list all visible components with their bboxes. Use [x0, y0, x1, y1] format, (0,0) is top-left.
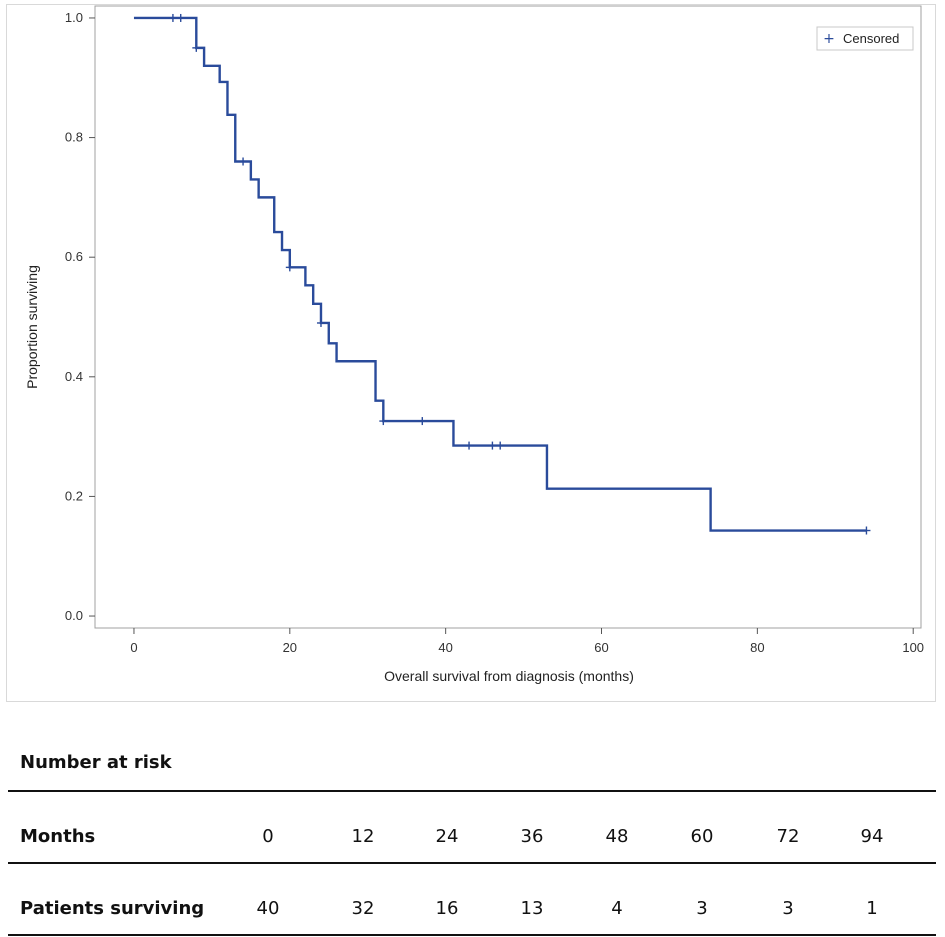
patients-cell: 32 — [351, 898, 375, 919]
patients-cell: 40 — [256, 898, 280, 919]
y-tick-label: 1.0 — [65, 10, 83, 25]
km-chart: 0.0 0.2 0.4 0.6 0.8 1.0 0 20 40 60 80 100 Overall … — [24, 5, 924, 684]
table-rule-middle — [8, 862, 936, 864]
censor-mark — [176, 13, 185, 22]
months-row: Months 0 12 24 36 48 60 72 94 — [0, 826, 945, 856]
patients-cell: 4 — [611, 898, 623, 919]
legend-box — [816, 26, 914, 51]
patients-cell: 13 — [520, 898, 544, 919]
risk-table-title: Number at risk — [20, 752, 172, 773]
patients-row: Patients surviving 40 32 16 13 4 3 3 1 — [0, 898, 945, 928]
censor-mark — [862, 526, 871, 535]
censor-mark — [488, 441, 497, 450]
censor-mark — [496, 441, 505, 450]
months-cell: 24 — [435, 826, 459, 847]
patients-cell: 3 — [782, 898, 794, 919]
patients-cell: 1 — [866, 898, 878, 919]
censor-mark — [418, 417, 427, 426]
months-cell: 48 — [605, 826, 629, 847]
x-axis-label: Overall survival from diagnosis (months) — [384, 668, 634, 684]
x-tick-label: 80 — [750, 640, 764, 655]
patients-row-label: Patients surviving — [20, 898, 205, 919]
y-tick-label: 0.2 — [65, 488, 83, 503]
plot-area — [94, 5, 922, 629]
y-tick-label: 0.8 — [65, 130, 83, 145]
censor-mark — [465, 441, 474, 450]
x-axis: 0 20 40 60 80 100 — [130, 628, 924, 655]
y-axis-label: Proportion surviving — [24, 265, 40, 389]
censor-mark — [285, 263, 294, 272]
x-tick-label: 100 — [902, 640, 924, 655]
y-tick-label: 0.4 — [65, 369, 83, 384]
months-cell: 72 — [776, 826, 800, 847]
chart-frame: 0.0 0.2 0.4 0.6 0.8 1.0 0 20 40 60 80 100 Overall … — [6, 4, 936, 702]
legend: + Censored — [816, 26, 914, 51]
legend-label: Censored — [843, 31, 899, 46]
legend-symbol: + — [823, 31, 835, 47]
x-tick-label: 20 — [283, 640, 297, 655]
months-cell: 94 — [860, 826, 884, 847]
survival-curve — [133, 16, 867, 532]
censor-mark — [192, 43, 201, 52]
patients-cell: 3 — [696, 898, 708, 919]
censor-mark — [239, 157, 248, 166]
censor-mark — [316, 318, 325, 327]
patients-cell: 16 — [435, 898, 459, 919]
months-cell: 0 — [262, 826, 274, 847]
months-cell: 60 — [690, 826, 714, 847]
censor-marks — [168, 13, 871, 535]
table-rule-bottom — [8, 934, 936, 936]
y-tick-label: 0.6 — [65, 249, 83, 264]
months-cell: 36 — [520, 826, 544, 847]
x-tick-label: 60 — [594, 640, 608, 655]
months-row-label: Months — [20, 826, 96, 847]
censor-mark — [379, 417, 388, 426]
x-tick-label: 40 — [438, 640, 452, 655]
censor-mark — [168, 13, 177, 22]
y-axis: 0.0 0.2 0.4 0.6 0.8 1.0 — [65, 10, 95, 623]
months-cell: 12 — [351, 826, 375, 847]
table-rule-top — [8, 790, 936, 792]
y-tick-label: 0.0 — [65, 608, 83, 623]
x-tick-label: 0 — [130, 640, 137, 655]
